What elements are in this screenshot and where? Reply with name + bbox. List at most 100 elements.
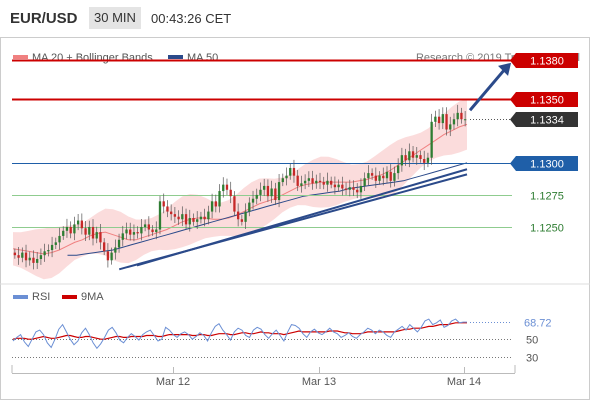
x-tick-label: Mar 14 bbox=[447, 376, 481, 388]
candle-body bbox=[188, 217, 191, 225]
candle-body bbox=[251, 198, 255, 203]
candle-body bbox=[270, 188, 273, 197]
candle-body bbox=[408, 151, 411, 161]
symbol-label: EUR/USD bbox=[10, 10, 78, 27]
level-tag-1.1380 bbox=[510, 53, 578, 68]
rsi-legend-label: RSI bbox=[32, 291, 50, 303]
forecast-arrow-head bbox=[498, 62, 512, 76]
level-tag-1.1300 bbox=[510, 156, 578, 171]
timeframe-button[interactable]: 30 MIN bbox=[89, 7, 141, 29]
candle-body bbox=[99, 232, 102, 243]
candle-body bbox=[244, 211, 247, 222]
candle-body bbox=[207, 211, 210, 220]
rsi-tick-label-30: 30 bbox=[526, 353, 538, 365]
candle-body bbox=[426, 157, 430, 163]
candle-body bbox=[344, 188, 348, 190]
candle-body bbox=[240, 219, 244, 222]
candle-body bbox=[452, 119, 456, 125]
candle-body bbox=[378, 175, 381, 181]
candle-body bbox=[389, 171, 392, 181]
candle-body bbox=[367, 173, 370, 179]
candle-body bbox=[285, 175, 288, 179]
last-price-label: 1.1334 bbox=[530, 115, 564, 127]
candle-body bbox=[296, 175, 299, 186]
candle-body bbox=[43, 251, 46, 256]
candle-body bbox=[121, 233, 124, 240]
x-tick-label: Mar 13 bbox=[302, 376, 336, 388]
candle-body bbox=[400, 155, 404, 166]
candle-body bbox=[363, 178, 366, 186]
candle-body bbox=[65, 226, 69, 231]
candle-body bbox=[177, 216, 180, 220]
ma50-legend-label: MA 50 bbox=[187, 52, 218, 64]
x-tick-label: Mar 12 bbox=[156, 376, 190, 388]
candle-body bbox=[348, 187, 351, 190]
candle-body bbox=[359, 185, 363, 193]
candle-body bbox=[110, 252, 113, 261]
candle-body bbox=[132, 232, 136, 235]
candle-body bbox=[143, 224, 147, 227]
candle-body bbox=[210, 201, 214, 212]
candle-body bbox=[248, 202, 251, 212]
candle-body bbox=[214, 201, 217, 207]
candle-body bbox=[192, 217, 195, 222]
ma9-line bbox=[12, 322, 467, 340]
candle-body bbox=[236, 211, 240, 220]
ma9-legend-swatch bbox=[62, 295, 77, 299]
chart-header: EUR/USD 30 MIN 00:43:26 CET bbox=[0, 0, 590, 36]
candle-body bbox=[255, 194, 258, 199]
rsi-panel: 50 30 68.72 bbox=[12, 318, 552, 365]
last-price-tag bbox=[510, 112, 578, 127]
candle-body bbox=[419, 155, 422, 159]
candle-body bbox=[397, 165, 400, 174]
level-label-1.1380: 1.1380 bbox=[530, 56, 564, 68]
candle-body bbox=[32, 257, 35, 263]
candle-body bbox=[326, 180, 329, 185]
candle-body bbox=[341, 184, 344, 189]
candle-body bbox=[281, 178, 284, 183]
price-panel: 1.1380 1.1350 1.1300 1.1275 1.1250 1.1334 bbox=[12, 53, 578, 280]
candle-body bbox=[441, 114, 444, 124]
candle-body bbox=[166, 206, 169, 212]
candle-body bbox=[151, 229, 154, 233]
candle-body bbox=[73, 224, 76, 234]
candle-body bbox=[84, 228, 87, 235]
candle-body bbox=[58, 235, 61, 243]
candle-body bbox=[13, 252, 17, 256]
candle-body bbox=[125, 229, 128, 234]
candle-body bbox=[103, 242, 106, 252]
candle-body bbox=[225, 184, 229, 190]
candle-body bbox=[404, 155, 407, 161]
candle-body bbox=[423, 159, 426, 163]
trendline-2 bbox=[118, 173, 468, 271]
candle-body bbox=[114, 247, 117, 253]
candle-body bbox=[218, 191, 221, 207]
candle-body bbox=[437, 116, 441, 124]
candle-body bbox=[266, 185, 270, 197]
level-label-1.1275: 1.1275 bbox=[530, 191, 564, 203]
level-label-1.1350: 1.1350 bbox=[530, 95, 564, 107]
candle-body bbox=[303, 180, 307, 184]
candle-body bbox=[147, 224, 150, 230]
level-tag-1.1350 bbox=[510, 92, 578, 107]
candle-body bbox=[106, 251, 110, 261]
candle-body bbox=[259, 189, 262, 195]
candle-body bbox=[95, 232, 98, 239]
candle-body bbox=[318, 180, 322, 183]
candle-body bbox=[337, 184, 340, 188]
candle-body bbox=[352, 187, 355, 190]
candle-body bbox=[170, 211, 173, 215]
ma20-line bbox=[12, 123, 468, 255]
ma9-legend-label: 9MA bbox=[81, 291, 104, 303]
candle-body bbox=[385, 171, 389, 179]
level-label-1.1250: 1.1250 bbox=[530, 223, 564, 235]
rsi-last-value: 68.72 bbox=[524, 318, 552, 330]
candle-body bbox=[21, 252, 24, 258]
level-label-1.1300: 1.1300 bbox=[530, 159, 564, 171]
candle-body bbox=[136, 232, 139, 234]
candle-body bbox=[415, 155, 418, 158]
candle-body bbox=[62, 230, 65, 236]
ma20-legend-swatch bbox=[13, 55, 28, 59]
candle-body bbox=[445, 114, 448, 130]
